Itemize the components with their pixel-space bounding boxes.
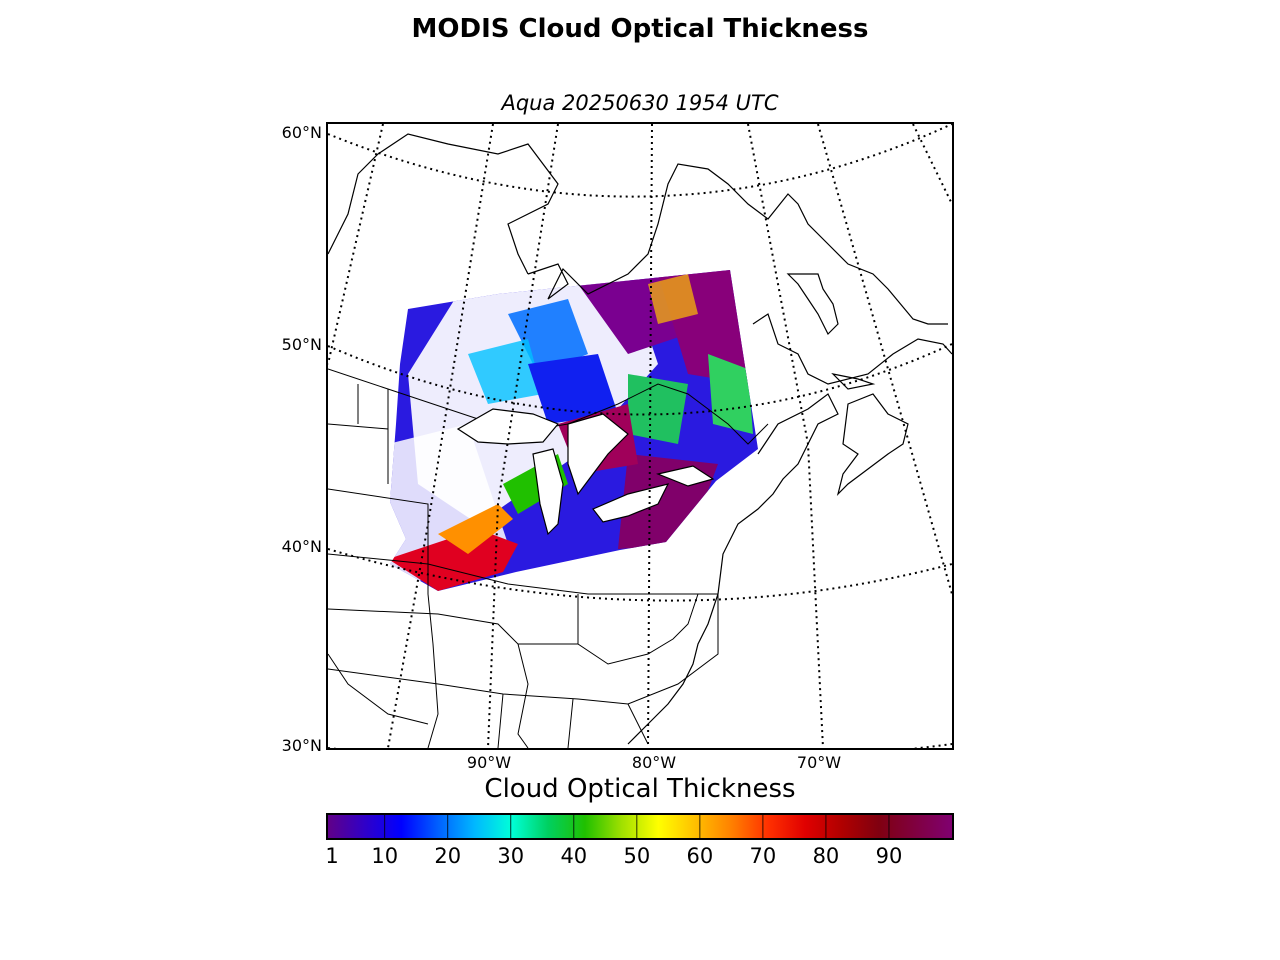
map-panel <box>326 122 954 750</box>
longitude-label-90w: 90°W <box>466 753 512 772</box>
latitude-label-30n: 30°N <box>281 736 322 755</box>
colorbar-tick-label-70: 70 <box>749 844 777 868</box>
colorbar-title: Cloud Optical Thickness <box>484 774 796 804</box>
map-svg <box>328 124 952 748</box>
graticule <box>328 124 952 748</box>
great-lakes <box>456 408 715 536</box>
colorbar-tick-label-1: 1 <box>325 844 339 868</box>
longitude-label-70w: 70°W <box>796 753 842 772</box>
colorbar-tick-label-40: 40 <box>560 844 588 868</box>
latitude-label-60n: 60°N <box>281 123 322 142</box>
colorbar-tick-label-60: 60 <box>686 844 714 868</box>
latitude-label-40n: 40°N <box>281 537 322 556</box>
colorbar-tick-label-80: 80 <box>812 844 840 868</box>
colorbar <box>326 813 954 840</box>
colorbar-tick-label-50: 50 <box>623 844 651 868</box>
chart-subtitle: Aqua 20250630 1954 UTC <box>501 91 779 115</box>
colorbar-tick-label-90: 90 <box>875 844 903 868</box>
latitude-label-50n: 50°N <box>281 335 322 354</box>
longitude-label-80w: 80°W <box>631 753 677 772</box>
chart-title: MODIS Cloud Optical Thickness <box>411 14 869 44</box>
colorbar-tick-marks <box>384 815 890 838</box>
colorbar-tick-label-10: 10 <box>371 844 399 868</box>
colorbar-tick-label-20: 20 <box>434 844 462 868</box>
colorbar-tick-label-30: 30 <box>497 844 525 868</box>
